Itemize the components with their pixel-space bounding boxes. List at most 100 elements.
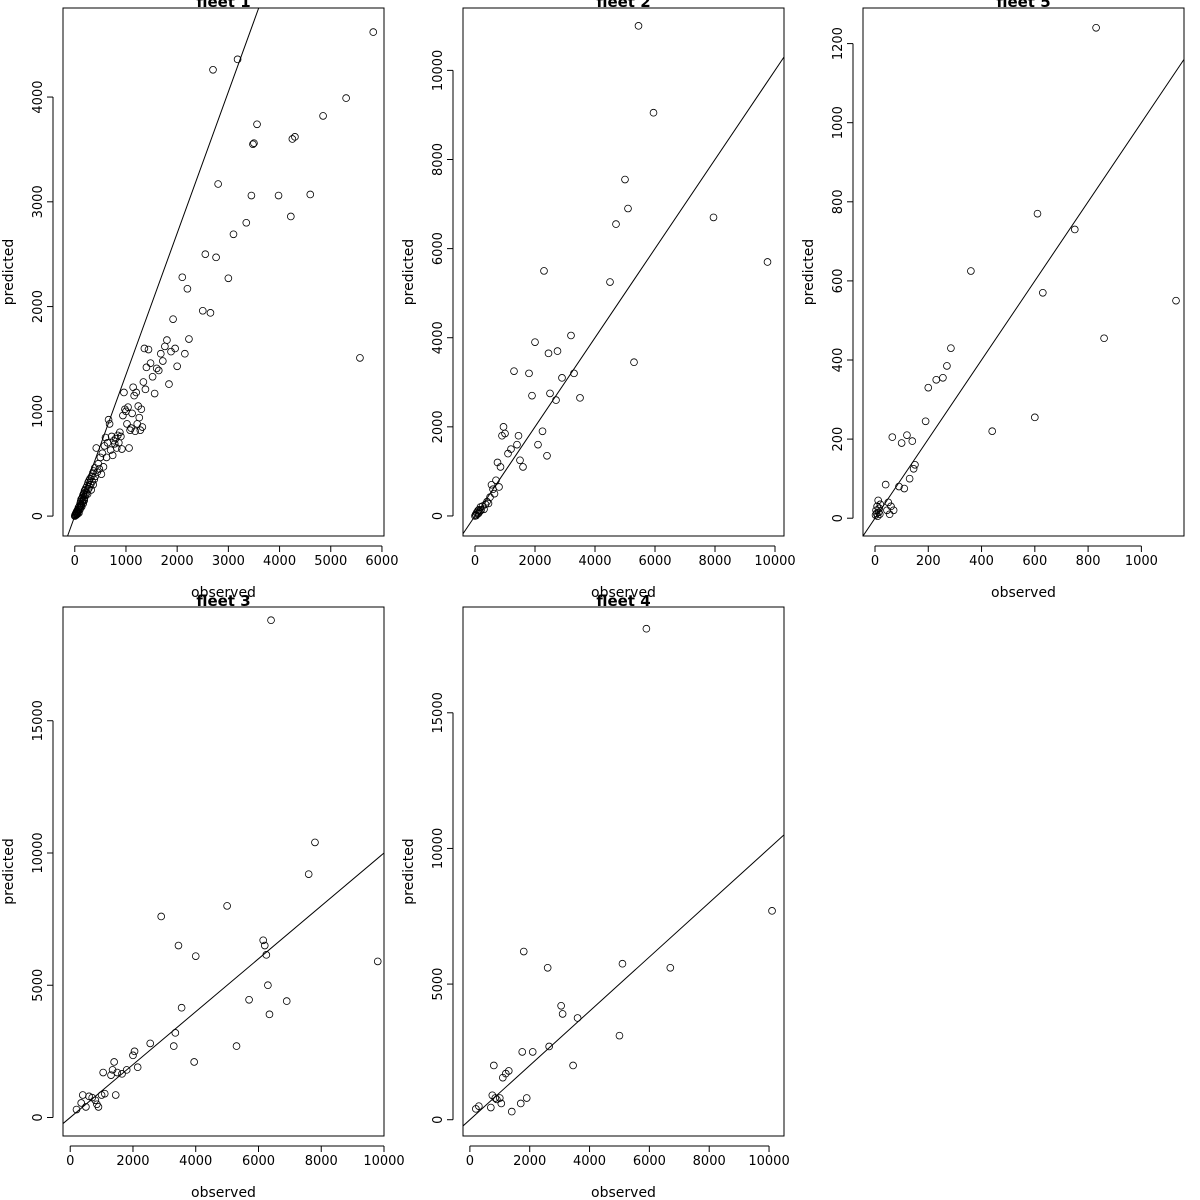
data-point <box>499 423 508 431</box>
data-point <box>178 273 187 282</box>
reference-line <box>863 59 1184 536</box>
data-point <box>198 306 207 315</box>
data-point <box>157 912 166 921</box>
data-point <box>1039 288 1047 297</box>
data-point <box>139 378 148 386</box>
data-point <box>528 1048 537 1056</box>
data-point <box>496 463 505 471</box>
data-point <box>546 389 554 398</box>
data-point <box>967 267 975 275</box>
y-tick-label: 10000 <box>31 832 46 873</box>
data-point <box>264 981 272 990</box>
data-point <box>939 373 947 382</box>
panel-fleet-4: 0 2000 4000 6000 8000 10000 0 5000 10000 15000 fle… <box>401 592 790 1200</box>
x-tick-label: 400 <box>969 554 994 569</box>
data-point <box>480 505 488 514</box>
x-axis-label: observed <box>191 1185 256 1200</box>
data-point <box>100 1089 109 1098</box>
y-tick-label: 4000 <box>31 81 46 114</box>
x-tick-label: 8000 <box>305 1154 338 1169</box>
data-point <box>487 480 496 489</box>
x-tick-label: 10000 <box>363 1154 404 1169</box>
data-point <box>543 964 552 972</box>
y-tick-label: 10000 <box>431 50 446 91</box>
data-point <box>1172 296 1180 305</box>
data-point <box>534 440 542 449</box>
data-point <box>642 624 651 633</box>
data-point <box>545 1042 553 1051</box>
data-point <box>89 480 98 489</box>
x-axis-label: observed <box>991 585 1056 601</box>
x-tick-label: 5000 <box>314 554 347 569</box>
data-point <box>873 512 882 521</box>
data-point <box>881 480 890 489</box>
y-tick-label: 10000 <box>431 828 446 869</box>
data-point <box>874 496 882 505</box>
data-point <box>125 444 133 452</box>
y-tick-label: 2000 <box>31 290 46 323</box>
data-point <box>490 489 499 498</box>
data-point <box>540 267 548 275</box>
points <box>72 616 382 1114</box>
data-point <box>487 1103 495 1112</box>
data-point <box>356 354 364 362</box>
data-point <box>1070 225 1079 234</box>
data-point <box>884 498 893 507</box>
data-point <box>173 362 181 371</box>
chart-title: fleet 2 <box>596 0 650 11</box>
data-point <box>552 396 560 404</box>
data-point <box>570 369 578 378</box>
data-point <box>924 383 933 392</box>
data-point <box>267 616 275 625</box>
y-tick-label: 4000 <box>431 321 446 354</box>
data-point <box>118 1070 126 1078</box>
data-point <box>507 1107 516 1116</box>
data-point <box>154 366 163 375</box>
data-point <box>311 838 319 847</box>
data-point <box>265 1010 274 1019</box>
data-point <box>259 936 267 945</box>
data-point <box>875 510 884 519</box>
y-tick-label: 15000 <box>31 700 46 741</box>
data-point <box>250 139 258 147</box>
data-point <box>911 461 919 469</box>
data-point <box>82 1103 90 1111</box>
plot-frame <box>862 7 1185 537</box>
x-tick-label: 0 <box>71 554 79 569</box>
data-point <box>606 278 614 286</box>
data-point <box>1031 413 1039 422</box>
data-point <box>895 482 903 491</box>
data-point <box>89 467 98 475</box>
y-tick-label: 6000 <box>431 232 446 265</box>
x-tick-label: 2000 <box>513 1154 546 1169</box>
data-point <box>900 484 909 493</box>
data-point <box>135 413 144 422</box>
data-point <box>525 369 533 378</box>
x-tick-label: 4000 <box>179 1154 212 1169</box>
data-point <box>165 380 173 388</box>
x-tick-label: 1000 <box>109 554 142 569</box>
data-point <box>921 417 930 426</box>
x-axis-label: observed <box>191 585 256 601</box>
chart-title: fleet 1 <box>196 0 250 11</box>
data-point <box>573 1014 582 1022</box>
data-point <box>107 432 116 441</box>
data-point <box>501 429 509 438</box>
data-point <box>495 483 503 491</box>
x-tick-label: 10000 <box>754 554 795 569</box>
plot-frame <box>462 606 785 1137</box>
data-point <box>897 439 906 447</box>
y-tick-label: 0 <box>31 512 46 520</box>
data-point <box>141 385 150 394</box>
data-point <box>148 372 157 381</box>
x-tick-label: 0 <box>466 1154 474 1169</box>
data-point <box>519 463 527 471</box>
data-point <box>117 432 125 441</box>
y-tick-label: 15000 <box>431 692 446 733</box>
y-tick-label: 600 <box>831 268 846 293</box>
data-point <box>472 508 481 517</box>
y-tick-label: 200 <box>831 427 846 452</box>
data-point <box>108 451 117 460</box>
data-point <box>81 491 90 499</box>
y-tick-label: 5000 <box>431 968 446 1001</box>
